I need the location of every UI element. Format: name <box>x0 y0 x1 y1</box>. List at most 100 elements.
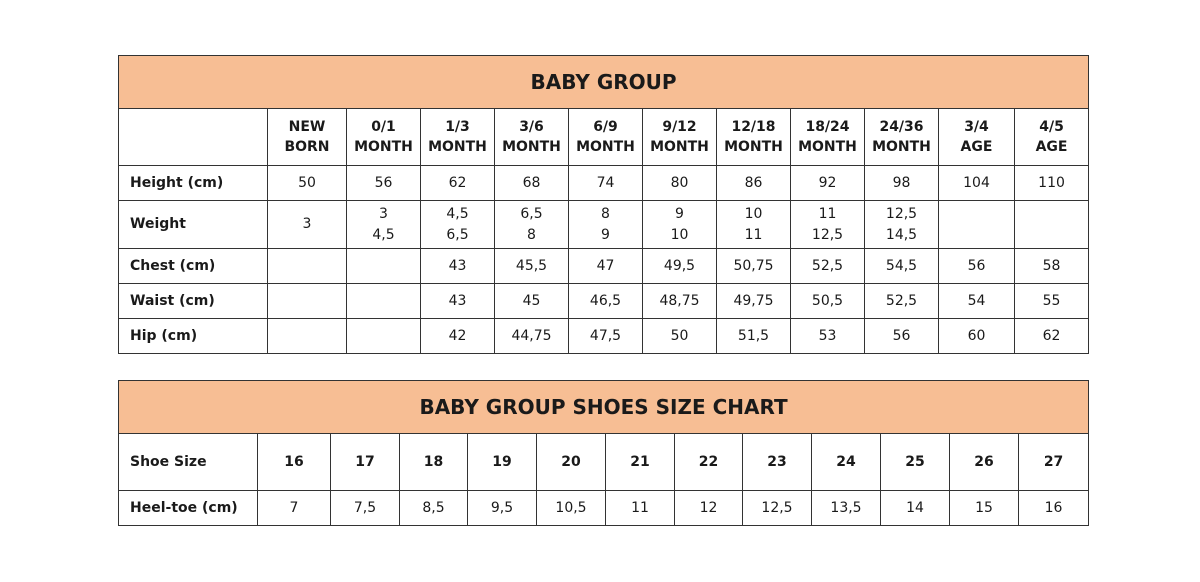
cell-text: MONTH <box>650 139 709 155</box>
table-cell: 53 <box>790 318 865 354</box>
table-cell: 42 <box>420 318 495 354</box>
cell-text: 4,5 <box>446 205 469 222</box>
heel-toe-cell: 7,5 <box>330 490 400 526</box>
cell-text: MONTH <box>576 139 635 155</box>
cell-text: AGE <box>1035 139 1068 155</box>
cell-text: 45,5 <box>515 257 548 274</box>
cell-text: 50,75 <box>733 257 774 274</box>
cell-text: 20 <box>561 453 581 470</box>
cell-text: 10,5 <box>555 499 587 516</box>
shoe-size-cell: 16 <box>257 433 331 491</box>
table-title: BABY GROUP <box>117 55 1090 109</box>
cell-text: 104 <box>963 174 990 191</box>
cell-text: 3 <box>302 216 312 232</box>
table-cell: 49,5 <box>642 248 717 284</box>
cell-text: 56 <box>892 327 911 344</box>
table-cell: 104 <box>938 165 1015 201</box>
cell-text: Height (cm) <box>130 174 224 191</box>
shoe-size-cell: 25 <box>880 433 950 491</box>
cell-text: 12/18 <box>731 119 776 135</box>
row-label: Heel-toe (cm) <box>118 490 258 526</box>
cell-text: 23 <box>767 453 787 470</box>
cell-text: MONTH <box>872 139 931 155</box>
heel-toe-cell: 9,5 <box>467 490 537 526</box>
cell-text: 12,5 <box>811 226 844 243</box>
table-cell: 12,5 14,5 <box>864 200 939 249</box>
table-cell: 43 <box>420 283 495 319</box>
cell-text: 19 <box>492 453 512 470</box>
cell-text: 6,5 <box>446 226 469 243</box>
column-header: 1/3 MONTH <box>420 108 495 166</box>
cell-text: Waist (cm) <box>130 292 215 309</box>
table-cell: 110 <box>1013 165 1090 201</box>
cell-text: 56 <box>967 257 986 274</box>
cell-text: 56 <box>374 174 393 191</box>
cell-text: 50 <box>670 327 689 344</box>
heel-toe-cell: 7 <box>257 490 331 526</box>
cell-text: 42 <box>448 327 467 344</box>
cell-text: 11 <box>631 499 649 516</box>
table-cell: 3 <box>267 200 347 249</box>
table-cell: 45 <box>494 283 569 319</box>
cell-text: 110 <box>1038 174 1065 191</box>
cell-text: 18/24 <box>805 119 850 135</box>
cell-text: 74 <box>596 174 615 191</box>
cell-text: Shoe Size <box>130 453 207 470</box>
cell-text: 10 <box>744 205 763 222</box>
cell-text: 11 <box>744 226 763 243</box>
cell-text: MONTH <box>724 139 783 155</box>
table-cell <box>346 318 421 354</box>
cell-text: 27 <box>1043 453 1064 470</box>
cell-text: 53 <box>818 327 837 344</box>
table-cell: 58 <box>1013 248 1090 284</box>
table-cell: 9 10 <box>642 200 717 249</box>
cell-text: Weight <box>130 216 186 232</box>
cell-text: 49,5 <box>663 257 696 274</box>
cell-text: 8,5 <box>422 499 445 516</box>
heel-toe-cell: 12 <box>674 490 743 526</box>
cell-text: 1/3 <box>445 119 470 135</box>
table-cell: 43 <box>420 248 495 284</box>
cell-text: 12,5 <box>885 205 918 222</box>
cell-text: 21 <box>630 453 650 470</box>
table-cell: 52,5 <box>790 248 865 284</box>
table-cell: 50,75 <box>716 248 791 284</box>
cell-text: 4,5 <box>372 226 395 243</box>
column-header: 12/18 MONTH <box>716 108 791 166</box>
table-cell: 52,5 <box>864 283 939 319</box>
cell-text: 3/4 <box>964 119 989 135</box>
cell-text: 14 <box>906 499 924 516</box>
cell-text: 68 <box>522 174 541 191</box>
heel-toe-cell: 8,5 <box>399 490 468 526</box>
table-cell: 62 <box>420 165 495 201</box>
table-cell <box>938 200 1015 249</box>
table-cell: 86 <box>716 165 791 201</box>
cell-text: 86 <box>744 174 763 191</box>
cell-text: 52,5 <box>811 257 844 274</box>
cell-text: 48,75 <box>659 292 700 309</box>
cell-text: 8 <box>527 226 536 243</box>
heel-toe-cell: 16 <box>1017 490 1090 526</box>
table-cell: 50,5 <box>790 283 865 319</box>
table-cell: 54 <box>938 283 1015 319</box>
heel-toe-cell: 12,5 <box>742 490 812 526</box>
cell-text: 25 <box>905 453 925 470</box>
cell-text: 54 <box>967 292 986 309</box>
column-header: 3/4 AGE <box>938 108 1015 166</box>
cell-text: 80 <box>670 174 689 191</box>
row-label: Weight <box>118 200 268 249</box>
cell-text: 58 <box>1042 257 1061 274</box>
table-cell: 56 <box>864 318 939 354</box>
cell-text: 44,75 <box>511 327 552 344</box>
table-cell: 55 <box>1013 283 1090 319</box>
cell-text: 60 <box>967 327 986 344</box>
cell-text: 17 <box>355 453 375 470</box>
header-corner <box>118 108 268 166</box>
shoe-size-table: BABY GROUP SHOES SIZE CHART Shoe Size 16 1… <box>117 380 1090 526</box>
cell-text: 0/1 <box>371 119 396 135</box>
heel-toe-cell: 14 <box>880 490 950 526</box>
cell-text: 18 <box>423 453 444 470</box>
table-cell: 50 <box>267 165 347 201</box>
table-cell <box>346 283 421 319</box>
